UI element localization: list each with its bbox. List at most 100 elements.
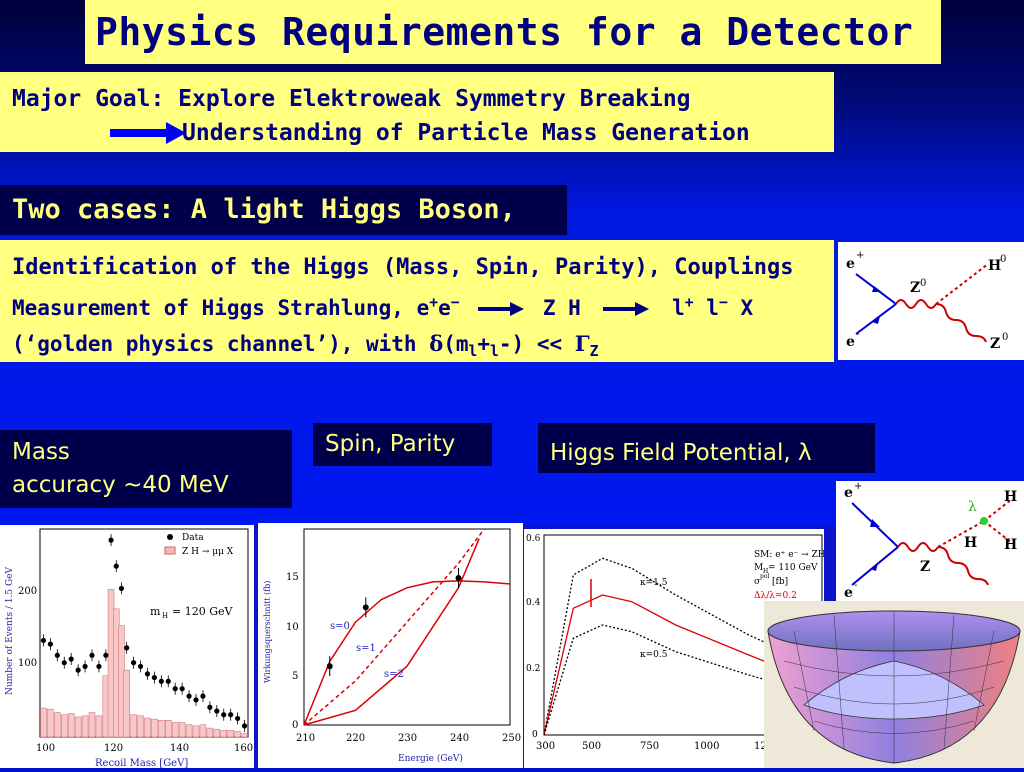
data-point: [221, 712, 227, 718]
p1-legend-mc: Z H → μμ X: [182, 547, 234, 557]
p1-ylabel: Number of Events / 1.5 GeV: [5, 566, 15, 695]
histogram-bar: [220, 730, 227, 738]
arrow-icon: [603, 302, 650, 316]
histogram-bar: [81, 715, 89, 738]
data-point: [82, 663, 88, 670]
series-line-0: [543, 557, 808, 736]
data-point: [47, 641, 54, 647]
p1-mh-val: = 120 GeV: [172, 605, 234, 618]
histogram-bar: [158, 720, 165, 738]
p1-ytick-0: 100: [18, 658, 37, 669]
p2-s0: s=0: [330, 621, 350, 632]
data-point: [89, 652, 95, 658]
svg-text:0: 0: [1000, 254, 1006, 265]
histogram-bar: [192, 725, 200, 738]
p2-xtick-2: 230: [398, 733, 417, 744]
gamma-symbol: Γ: [574, 331, 590, 356]
data-point: [179, 686, 185, 692]
data-point: [131, 660, 137, 666]
histogram-bar: [199, 724, 207, 738]
data-point: [362, 604, 369, 611]
data-point: [186, 693, 192, 699]
p2-ytick-0: 0: [292, 720, 298, 731]
data-point: [214, 708, 220, 714]
svg-text:0: 0: [1002, 332, 1008, 343]
p1-xtick-0: 100: [36, 743, 55, 754]
field-potential-box: Higgs Field Potential, λ: [538, 423, 875, 473]
svg-text:-: -: [854, 580, 857, 591]
goal-line2-wrap: Understanding of Particle Mass Generatio…: [12, 116, 834, 150]
series-line-s=1: [303, 528, 485, 726]
data-point: [96, 663, 102, 670]
p3-ytick-2: 0.2: [526, 664, 540, 674]
golden-channel-text: (‘golden physics channel’), with: [12, 332, 430, 356]
data-point: [118, 585, 125, 592]
p3-ytick-3: 0: [532, 730, 538, 740]
p3-leg1: SM: e⁺ e⁻ → ZHH: [754, 550, 824, 560]
delta-symbol: δ: [429, 331, 444, 356]
p3-xtick-3: 1000: [694, 741, 719, 752]
data-point: [241, 723, 248, 729]
data-point: [200, 693, 206, 699]
m-text: (m: [443, 332, 469, 356]
identification-box: Identification of the Higgs (Mass, Spin,…: [0, 240, 834, 362]
feyn2-em: e: [844, 585, 853, 601]
feyn2-h1: H: [1004, 489, 1017, 505]
histogram-bar: [88, 712, 96, 738]
data-point: [54, 652, 60, 658]
feynman-diagram-zhh: e + e - Z H λ H H: [836, 481, 1024, 601]
p3-leg3-sup: pol: [760, 573, 769, 580]
histogram-bar: [67, 713, 75, 738]
data-point: [165, 678, 171, 684]
svg-text:0: 0: [920, 278, 926, 289]
histogram-bar: [144, 717, 151, 738]
recoil-mass-plot: Number of Events / 1.5 GeV Recoil Mass […: [0, 525, 254, 769]
p2-xtick-3: 240: [450, 733, 469, 744]
p3-xtick-4: 12: [754, 741, 767, 752]
goal-line2: Understanding of Particle Mass Generatio…: [182, 120, 750, 146]
feyn1-z: Z: [910, 280, 920, 296]
ident-line3: (‘golden physics channel’), with δ(ml+l-…: [12, 326, 834, 369]
mass-line2: accuracy ~40 MeV: [12, 472, 229, 498]
series-line-s=2: [303, 538, 480, 726]
p3-leg2: M: [754, 563, 763, 573]
histogram-bar: [137, 715, 144, 738]
data-point: [68, 656, 74, 662]
l-sub: l: [468, 343, 478, 361]
data-point: [124, 645, 130, 651]
feyn2-ep: e: [844, 485, 853, 501]
histogram-bar: [206, 727, 214, 738]
feyn2-z: Z: [920, 559, 930, 575]
p2-ylabel: Wirkungsquerschnitt (fb): [263, 581, 272, 683]
mass-box: Mass accuracy ~40 MeV: [0, 430, 292, 508]
histogram-bar: [47, 708, 54, 738]
series-line-1: [543, 594, 808, 736]
p2-s2: s=2: [384, 669, 404, 680]
lepton-minus: l: [706, 296, 719, 320]
goal-box: Major Goal: Explore Elektroweak Symmetry…: [0, 72, 834, 152]
z-sub: Z: [589, 343, 599, 361]
histogram-bar: [54, 712, 61, 738]
p2-xtick-4: 250: [502, 733, 521, 744]
p2-xtick-1: 220: [346, 733, 365, 744]
histogram-bar: [130, 714, 137, 738]
data-point: [455, 575, 462, 581]
lambda-icon: λ: [968, 499, 977, 515]
histogram-bar: [241, 733, 248, 738]
p3-xtick-0: 300: [536, 741, 555, 752]
histogram-bar: [40, 707, 47, 738]
p1-mh-sub: H: [162, 612, 168, 620]
data-point: [158, 678, 164, 684]
histogram-bar: [213, 728, 221, 738]
histogram-bar: [151, 718, 158, 738]
p3-xtick-1: 500: [582, 741, 601, 752]
data-point: [137, 663, 144, 670]
histogram-bar: [185, 724, 193, 738]
p2-xlabel: Energie (GeV): [398, 753, 463, 764]
p1-mh: m: [150, 605, 161, 618]
feyn1-ep: e: [846, 256, 855, 272]
blue-arrow-icon: [110, 122, 186, 144]
data-point: [108, 537, 114, 543]
p3-leg3: σ: [754, 577, 760, 587]
series-line-s=0: [303, 580, 511, 726]
